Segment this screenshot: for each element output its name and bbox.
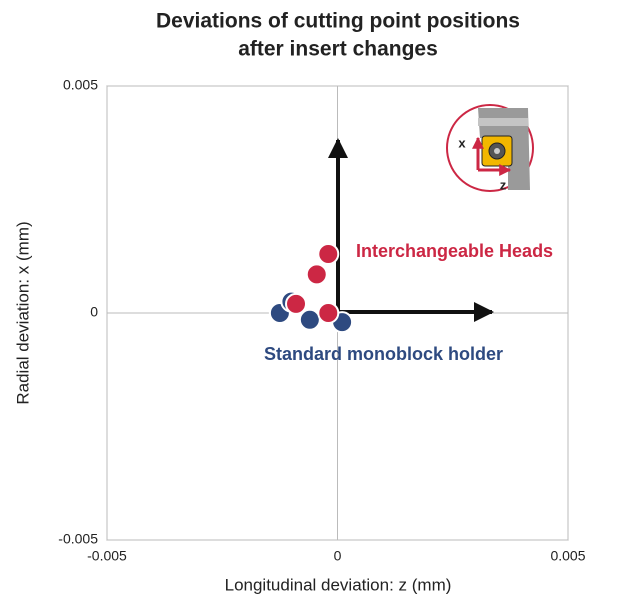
- x-axis-label: Longitudinal deviation: z (mm): [225, 575, 452, 594]
- series-annotation[interactable]: Standard monoblock holder: [264, 344, 503, 364]
- point: [307, 264, 327, 284]
- x-tick-label: 0: [334, 548, 342, 564]
- chart-title: Deviations of cutting point positions: [156, 10, 520, 33]
- x-tick-label: 0.005: [550, 548, 585, 564]
- y-tick-label: -0.005: [58, 531, 98, 547]
- chart: Deviations of cutting point positions af…: [0, 0, 634, 599]
- point: [286, 294, 306, 314]
- y-tick-label: 0: [90, 304, 98, 320]
- inset-label: x: [458, 135, 466, 150]
- x-tick-label: -0.005: [87, 548, 127, 564]
- inset-icon: x z: [447, 105, 533, 192]
- y-axis-label: Radial deviation: x (mm): [13, 221, 32, 404]
- chart-title: after insert changes: [238, 38, 438, 61]
- series-annotation[interactable]: Interchangeable Heads: [356, 241, 553, 261]
- inset-label: z: [500, 177, 507, 192]
- point: [318, 303, 338, 323]
- point: [318, 244, 338, 264]
- y-tick-label: 0.005: [63, 77, 98, 93]
- point: [300, 310, 320, 330]
